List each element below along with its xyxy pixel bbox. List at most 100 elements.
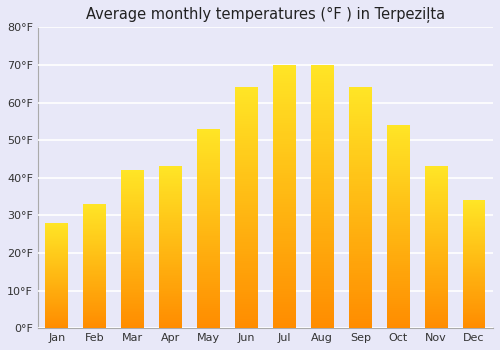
Bar	[462, 212, 485, 213]
Bar	[273, 257, 296, 260]
Bar	[122, 193, 144, 194]
Bar	[387, 227, 409, 229]
Bar	[462, 222, 485, 223]
Bar	[349, 278, 372, 280]
Bar	[462, 324, 485, 326]
Bar	[235, 278, 258, 280]
Bar	[84, 247, 106, 249]
Bar	[122, 202, 144, 203]
Bar	[159, 181, 182, 183]
Bar	[425, 285, 448, 286]
Bar	[235, 104, 258, 107]
Bar	[462, 240, 485, 241]
Bar	[46, 325, 68, 326]
Bar	[387, 139, 409, 141]
Bar	[235, 181, 258, 184]
Bar	[122, 183, 144, 184]
Bar	[425, 256, 448, 257]
Bar	[462, 250, 485, 251]
Bar	[197, 139, 220, 141]
Bar	[159, 204, 182, 205]
Bar	[122, 180, 144, 181]
Bar	[387, 147, 409, 149]
Bar	[235, 282, 258, 285]
Bar	[311, 183, 334, 186]
Bar	[273, 262, 296, 265]
Bar	[349, 213, 372, 215]
Bar	[197, 288, 220, 290]
Bar	[349, 95, 372, 97]
Bar	[273, 260, 296, 262]
Bar	[387, 284, 409, 286]
Bar	[425, 264, 448, 265]
Bar	[349, 112, 372, 114]
Bar	[349, 225, 372, 227]
Bar	[349, 167, 372, 169]
Bar	[273, 170, 296, 173]
Bar	[46, 304, 68, 305]
Bar	[349, 160, 372, 162]
Bar	[84, 241, 106, 243]
Bar	[46, 239, 68, 240]
Bar	[235, 256, 258, 258]
Bar	[311, 244, 334, 247]
Bar	[235, 150, 258, 153]
Bar	[159, 294, 182, 296]
Bar	[273, 299, 296, 302]
Bar	[197, 271, 220, 272]
Bar	[311, 307, 334, 310]
Bar	[197, 187, 220, 189]
Bar	[311, 207, 334, 210]
Bar	[349, 222, 372, 225]
Bar	[197, 258, 220, 260]
Bar	[273, 273, 296, 275]
Bar	[349, 140, 372, 143]
Bar	[349, 266, 372, 268]
Bar	[462, 241, 485, 243]
Bar	[159, 249, 182, 251]
Bar	[197, 318, 220, 320]
Bar	[462, 277, 485, 278]
Bar	[349, 285, 372, 287]
Bar	[84, 258, 106, 259]
Bar	[311, 257, 334, 260]
Bar	[235, 167, 258, 169]
Bar	[235, 312, 258, 314]
Bar	[122, 176, 144, 178]
Bar	[425, 168, 448, 170]
Bar	[462, 284, 485, 285]
Bar	[273, 94, 296, 97]
Bar	[273, 139, 296, 141]
Bar	[197, 243, 220, 244]
Bar	[122, 248, 144, 249]
Bar	[387, 263, 409, 265]
Bar	[235, 323, 258, 326]
Bar	[311, 78, 334, 81]
Bar	[273, 247, 296, 249]
Bar	[273, 204, 296, 207]
Bar	[84, 266, 106, 267]
Bar	[197, 320, 220, 322]
Bar	[462, 281, 485, 282]
Bar	[46, 318, 68, 319]
Bar	[84, 301, 106, 302]
Bar	[122, 309, 144, 311]
Bar	[349, 210, 372, 213]
Bar	[387, 166, 409, 168]
Bar	[159, 280, 182, 281]
Bar	[349, 261, 372, 263]
Bar	[159, 231, 182, 233]
Bar	[159, 310, 182, 312]
Bar	[159, 193, 182, 194]
Bar	[159, 230, 182, 231]
Bar	[84, 296, 106, 297]
Bar	[46, 227, 68, 228]
Bar	[462, 219, 485, 221]
Bar	[425, 243, 448, 244]
Bar	[311, 223, 334, 225]
Bar	[273, 160, 296, 162]
Bar	[387, 255, 409, 257]
Bar	[425, 289, 448, 291]
Bar	[159, 176, 182, 178]
Bar	[235, 246, 258, 249]
